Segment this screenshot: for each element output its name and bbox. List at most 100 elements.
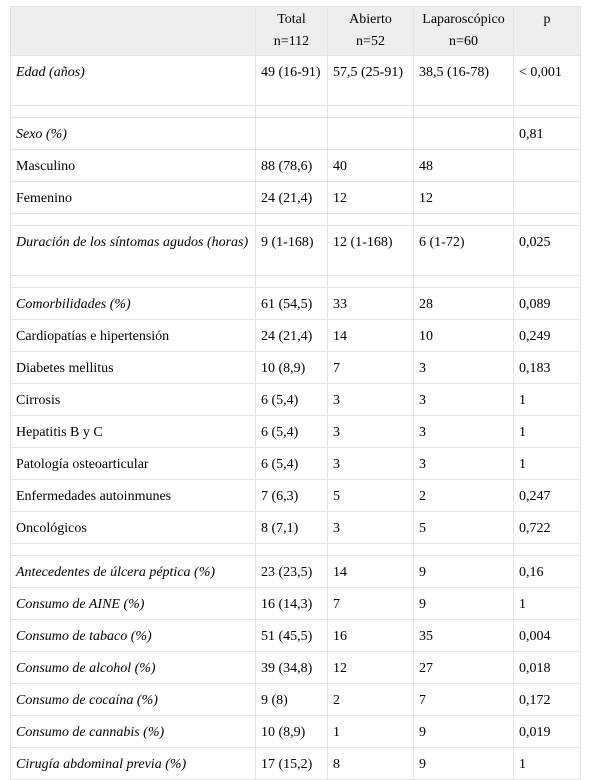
- cell-total: 9 (8): [255, 683, 328, 716]
- cell-total: 17 (15,2): [255, 747, 328, 780]
- cell-p: 0,249: [513, 319, 581, 352]
- row-label: Consumo de cannabis (%): [10, 715, 256, 748]
- cell-laparoscopico: 48: [413, 149, 514, 182]
- table-row: Sexo (%) 0,81: [10, 117, 581, 150]
- cell-abierto: 57,5 (25-91): [327, 55, 414, 106]
- cell-total: 6 (5,4): [255, 383, 328, 416]
- cell-p: 0,089: [513, 287, 581, 320]
- row-label: Masculino: [10, 149, 256, 182]
- header-abierto-n: n=52: [356, 34, 385, 49]
- header-total-title: Total: [277, 12, 306, 27]
- row-label: Edad (años): [10, 55, 256, 106]
- row-label: Enfermedades autoinmunes: [10, 479, 256, 512]
- cell-p: 0,019: [513, 715, 581, 748]
- cell-p: 0,722: [513, 511, 581, 544]
- cell-p: 1: [513, 415, 581, 448]
- comparison-table: Total n=112 Abierto n=52 Laparoscópico n=60…: [10, 6, 581, 780]
- cell-abierto: 12 (1-168): [327, 225, 414, 276]
- cell-total: 39 (34,8): [255, 651, 328, 684]
- cell-abierto: 40: [327, 149, 414, 182]
- spacer-row: [10, 213, 581, 226]
- cell-total: 51 (45,5): [255, 619, 328, 652]
- cell-laparoscopico: 12: [413, 181, 514, 214]
- header-laparoscopico-n: n=60: [449, 34, 478, 49]
- cell-abierto: 5: [327, 479, 414, 512]
- cell-laparoscopico: 9: [413, 715, 514, 748]
- row-label: Consumo de cocaína (%): [10, 683, 256, 716]
- row-label: Consumo de tabaco (%): [10, 619, 256, 652]
- cell-p: 1: [513, 747, 581, 780]
- cell-laparoscopico: 3: [413, 447, 514, 480]
- cell-p: [513, 181, 581, 214]
- cell-total: 6 (5,4): [255, 447, 328, 480]
- cell-laparoscopico: 35: [413, 619, 514, 652]
- table-row: Consumo de cannabis (%) 10 (8,9) 1 9 0,0…: [10, 715, 581, 748]
- cell-abierto: 16: [327, 619, 414, 652]
- cell-laparoscopico: 9: [413, 555, 514, 588]
- cell-abierto: 3: [327, 415, 414, 448]
- cell-abierto: 3: [327, 447, 414, 480]
- cell-p: < 0,001: [513, 55, 581, 106]
- table-row: Consumo de alcohol (%) 39 (34,8) 12 27 0…: [10, 651, 581, 684]
- table-row: Hepatitis B y C 6 (5,4) 3 3 1: [10, 415, 581, 448]
- cell-p: 0,025: [513, 225, 581, 276]
- cell-total: [255, 117, 328, 150]
- row-label: Duración de los síntomas agudos (horas): [10, 225, 256, 276]
- cell-laparoscopico: 28: [413, 287, 514, 320]
- header-laparoscopico: Laparoscópico n=60: [413, 6, 514, 56]
- cell-laparoscopico: 9: [413, 747, 514, 780]
- table-row: Masculino 88 (78,6) 40 48: [10, 149, 581, 182]
- spacer-row: [10, 543, 581, 556]
- table-row: Oncológicos 8 (7,1) 3 5 0,722: [10, 511, 581, 544]
- table-row: Duración de los síntomas agudos (horas) …: [10, 225, 581, 276]
- cell-abierto: 12: [327, 181, 414, 214]
- row-label: Patología osteoarticular: [10, 447, 256, 480]
- cell-total: 88 (78,6): [255, 149, 328, 182]
- cell-p: 1: [513, 383, 581, 416]
- table-row: Comorbilidades (%) 61 (54,5) 33 28 0,089: [10, 287, 581, 320]
- cell-total: 61 (54,5): [255, 287, 328, 320]
- cell-p: [513, 149, 581, 182]
- header-abierto-title: Abierto: [349, 12, 392, 27]
- table-row: Edad (años) 49 (16-91) 57,5 (25-91) 38,5…: [10, 55, 581, 106]
- row-label: Sexo (%): [10, 117, 256, 150]
- cell-abierto: [327, 117, 414, 150]
- table-row: Consumo de AINE (%) 16 (14,3) 7 9 1: [10, 587, 581, 620]
- cell-abierto: 14: [327, 555, 414, 588]
- table-row: Femenino 24 (21,4) 12 12: [10, 181, 581, 214]
- table-row: Cirrosis 6 (5,4) 3 3 1: [10, 383, 581, 416]
- table-row: Consumo de tabaco (%) 51 (45,5) 16 35 0,…: [10, 619, 581, 652]
- cell-p: 0,247: [513, 479, 581, 512]
- cell-laparoscopico: 3: [413, 383, 514, 416]
- cell-laparoscopico: 5: [413, 511, 514, 544]
- cell-abierto: 7: [327, 587, 414, 620]
- cell-p: 0,81: [513, 117, 581, 150]
- cell-total: 6 (5,4): [255, 415, 328, 448]
- row-label: Cirrosis: [10, 383, 256, 416]
- cell-total: 10 (8,9): [255, 715, 328, 748]
- header-total: Total n=112: [255, 6, 328, 56]
- table-row: Cirugía abdominal previa (%) 17 (15,2) 8…: [10, 747, 581, 780]
- cell-abierto: 2: [327, 683, 414, 716]
- row-label: Hepatitis B y C: [10, 415, 256, 448]
- cell-abierto: 14: [327, 319, 414, 352]
- row-label: Comorbilidades (%): [10, 287, 256, 320]
- cell-total: 23 (23,5): [255, 555, 328, 588]
- table-row: Cardiopatías e hipertensión 24 (21,4) 14…: [10, 319, 581, 352]
- row-label: Diabetes mellitus: [10, 351, 256, 384]
- cell-total: 9 (1-168): [255, 225, 328, 276]
- cell-p: 0,183: [513, 351, 581, 384]
- cell-p: 0,004: [513, 619, 581, 652]
- row-label: Oncológicos: [10, 511, 256, 544]
- cell-laparoscopico: 3: [413, 415, 514, 448]
- cell-abierto: 33: [327, 287, 414, 320]
- cell-abierto: 12: [327, 651, 414, 684]
- cell-total: 49 (16-91): [255, 55, 328, 106]
- cell-p: 0,018: [513, 651, 581, 684]
- cell-laparoscopico: 2: [413, 479, 514, 512]
- table-row: Patología osteoarticular 6 (5,4) 3 3 1: [10, 447, 581, 480]
- header-label: [10, 6, 256, 56]
- header-p-title: p: [543, 12, 551, 27]
- cell-abierto: 1: [327, 715, 414, 748]
- spacer-row: [10, 275, 581, 288]
